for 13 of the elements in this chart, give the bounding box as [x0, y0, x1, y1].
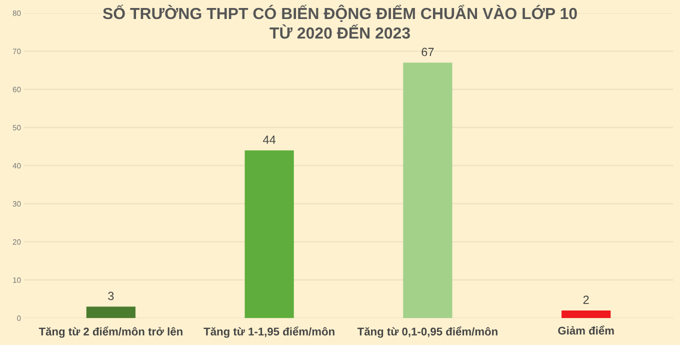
x-tick-label: Tăng từ 2 điểm/môn trở lên	[38, 326, 182, 338]
bar	[403, 62, 452, 318]
bar	[86, 306, 136, 318]
bar	[244, 150, 294, 318]
chart-title: SỐ TRƯỜNG THPT CÓ BIẾN ĐỘNG ĐIỂM CHUẨN VÀO LỚP 10 TỪ 2020 ĐẾN 2023	[102, 4, 577, 39]
x-tick-label: Tăng từ 0,1-0,95 điểm/môn	[357, 326, 498, 338]
bar	[562, 310, 611, 318]
x-tick-label: Tăng từ 1-1,95 điểm/môn	[204, 326, 334, 338]
data-label: 2	[583, 296, 589, 304]
data-label: 44	[263, 136, 276, 144]
x-tick-label: Giảm điểm	[558, 326, 614, 335]
data-label: 67	[422, 48, 434, 56]
data-label: 3	[108, 292, 114, 300]
